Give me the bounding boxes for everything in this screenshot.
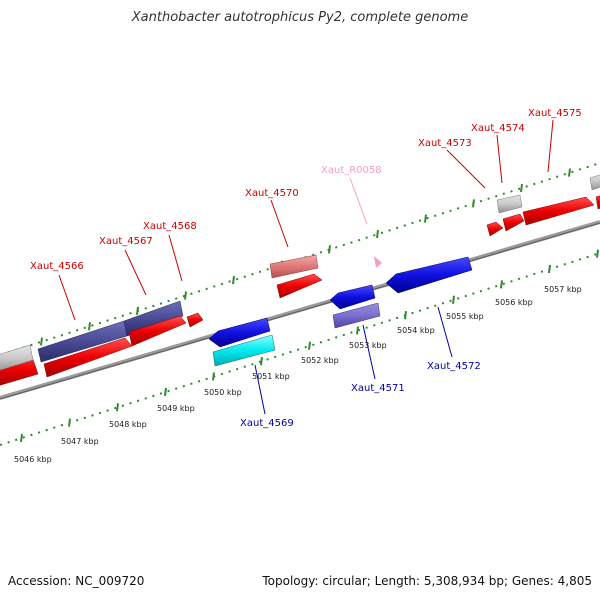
- gene-feature[interactable]: [522, 196, 595, 226]
- gene-feature[interactable]: [0, 344, 34, 372]
- major-tick: [232, 275, 235, 285]
- gene-label-xaut-4568[interactable]: Xaut_4568: [143, 221, 197, 232]
- major-tick: [212, 372, 215, 381]
- major-tick: [376, 229, 379, 239]
- label-leaders: [58, 119, 554, 415]
- scale-label: 5056 kbp: [495, 298, 533, 307]
- major-tick: [184, 291, 187, 300]
- major-tick: [308, 341, 311, 350]
- major-tick: [164, 387, 167, 397]
- gene-feature[interactable]: [595, 194, 600, 210]
- gene-feature[interactable]: [502, 213, 525, 232]
- major-tick: [40, 337, 43, 346]
- scale-label: 5054 kbp: [397, 326, 435, 335]
- gene-feature[interactable]: [486, 221, 504, 237]
- gene-feature[interactable]: [186, 312, 204, 328]
- gene-label-xaut-r0058[interactable]: Xaut_R0058: [321, 165, 382, 176]
- genome-info-text: Topology: circular; Length: 5,308,934 bp…: [262, 574, 592, 588]
- gene-feature[interactable]: [332, 302, 381, 329]
- scale-label: 5050 kbp: [204, 388, 242, 397]
- major-tick: [260, 357, 263, 366]
- scale-label: 5057 kbp: [544, 285, 582, 294]
- gene-label-xaut-4575[interactable]: Xaut_4575: [528, 108, 582, 119]
- gene-feature[interactable]: [123, 300, 184, 337]
- major-tick: [20, 433, 23, 443]
- major-tick: [548, 264, 551, 274]
- scale-label: 5051 kbp: [252, 372, 290, 381]
- gene-label-xaut-4566[interactable]: Xaut_4566: [30, 261, 84, 272]
- major-tick: [520, 183, 523, 193]
- scale-label: 5049 kbp: [157, 404, 195, 413]
- major-tick: [88, 322, 91, 331]
- major-ticks: [20, 168, 599, 443]
- major-tick: [568, 168, 571, 177]
- gene-feature[interactable]: [496, 194, 523, 214]
- scale-label: 5046 kbp: [14, 455, 52, 464]
- lower-strand-genes: [208, 256, 473, 367]
- backbone-outer: [0, 220, 600, 400]
- major-tick: [136, 306, 139, 315]
- gene-feature[interactable]: [329, 284, 376, 310]
- gene-label-xaut-4571[interactable]: Xaut_4571: [351, 383, 405, 394]
- gene-feature[interactable]: [269, 254, 319, 279]
- scale-label: 5047 kbp: [61, 437, 99, 446]
- gene-labels: Xaut_4566 Xaut_4567 Xaut_4568 Xaut_4570 …: [30, 108, 582, 429]
- scale-labels: 5046 kbp 5047 kbp 5048 kbp 5049 kbp 5050…: [14, 285, 582, 464]
- major-tick: [404, 310, 407, 320]
- tick-track-upper: [0, 162, 600, 356]
- gene-label-xaut-4569[interactable]: Xaut_4569: [240, 418, 294, 429]
- gene-feature[interactable]: [212, 334, 276, 367]
- major-tick: [356, 326, 359, 335]
- major-tick: [472, 199, 475, 208]
- scale-label: 5053 kbp: [349, 341, 387, 350]
- gene-feature[interactable]: [276, 273, 323, 299]
- gene-label-xaut-4573[interactable]: Xaut_4573: [418, 138, 472, 149]
- gene-feature[interactable]: [385, 256, 473, 294]
- gene-label-xaut-4574[interactable]: Xaut_4574: [471, 123, 525, 134]
- backbone-inner: [0, 222, 600, 400]
- scale-label: 5055 kbp: [446, 312, 484, 321]
- gene-feature[interactable]: [208, 317, 271, 348]
- major-tick: [68, 418, 71, 427]
- gene-feature[interactable]: [128, 315, 187, 347]
- major-tick: [500, 280, 503, 289]
- major-tick: [116, 403, 119, 412]
- trna-marker[interactable]: [374, 256, 382, 268]
- major-tick: [328, 245, 331, 254]
- gene-label-xaut-4572[interactable]: Xaut_4572: [427, 361, 481, 372]
- gene-label-xaut-4570[interactable]: Xaut_4570: [245, 188, 299, 199]
- major-tick: [424, 214, 427, 223]
- gene-label-xaut-4567[interactable]: Xaut_4567: [99, 236, 153, 247]
- map-title: Xanthobacter autotrophicus Py2, complete…: [131, 10, 469, 25]
- gene-feature[interactable]: [589, 173, 600, 191]
- scale-label: 5048 kbp: [109, 420, 147, 429]
- accession-text: Accession: NC_009720: [8, 574, 145, 588]
- major-tick: [596, 249, 599, 258]
- major-tick: [452, 295, 455, 304]
- scale-label: 5052 kbp: [301, 356, 339, 365]
- tick-track-lower: [0, 252, 600, 446]
- upper-strand-genes: [0, 173, 600, 386]
